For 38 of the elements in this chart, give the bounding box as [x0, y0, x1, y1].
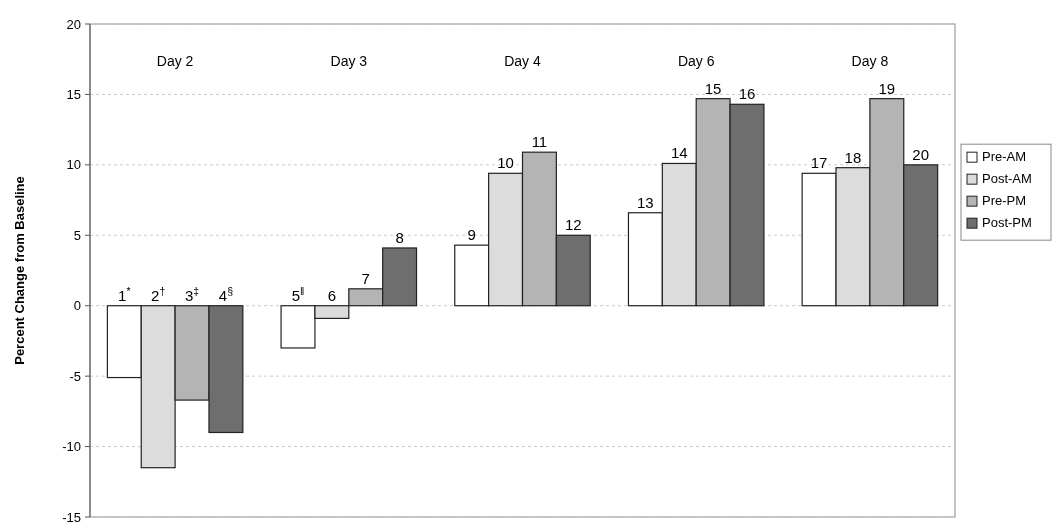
annotation: 5$^{‖}$: [291, 284, 305, 304]
y-tick-label: 15: [66, 86, 81, 102]
y-tick-label: 5: [73, 227, 81, 243]
annotation: 15: [704, 79, 722, 97]
x-tick-label: Day 2: [156, 53, 194, 69]
x-tick-label: Day 6: [677, 53, 715, 69]
annotation: 6: [327, 286, 337, 304]
legend-label: Pre-PM: [982, 193, 1027, 209]
x-tick-label: Day 8: [851, 53, 889, 69]
annotation: 19: [878, 79, 896, 97]
annotation: 16: [738, 85, 756, 103]
annotation: 17: [810, 154, 828, 172]
annotation: 8: [395, 228, 404, 246]
annotation: 4$^{§}$: [218, 284, 234, 304]
y-tick-label: -10: [62, 439, 81, 455]
legend-label: Post-AM: [982, 171, 1032, 187]
y-tick-label: 10: [66, 157, 81, 173]
x-tick-label: Day 4: [504, 53, 541, 69]
annotation: 20: [912, 145, 930, 163]
annotation: 13: [637, 193, 654, 211]
y-tick-label: -5: [69, 368, 81, 384]
annotation: 9: [467, 226, 476, 244]
annotation: 10: [497, 154, 514, 172]
annotation: 14: [670, 144, 688, 162]
annotation: 2$^{†}$: [151, 284, 166, 304]
annotation: 1$^{*}$: [118, 284, 131, 304]
x-tick-label: Day 3: [330, 53, 368, 69]
annotation: 18: [844, 148, 862, 166]
y-axis-title: Percent Change from Baseline: [12, 176, 27, 365]
annotation: 12: [564, 216, 582, 234]
annotation: 11: [531, 133, 548, 151]
y-tick-label: 0: [73, 298, 81, 314]
annotation: 7: [361, 269, 370, 287]
annotation: 3$^{‡}$: [184, 284, 200, 304]
y-tick-label: -15: [62, 509, 81, 525]
y-tick-label: 20: [66, 16, 81, 32]
legend-label: Post-PM: [982, 215, 1032, 231]
legend-label: Pre-AM: [982, 149, 1027, 165]
